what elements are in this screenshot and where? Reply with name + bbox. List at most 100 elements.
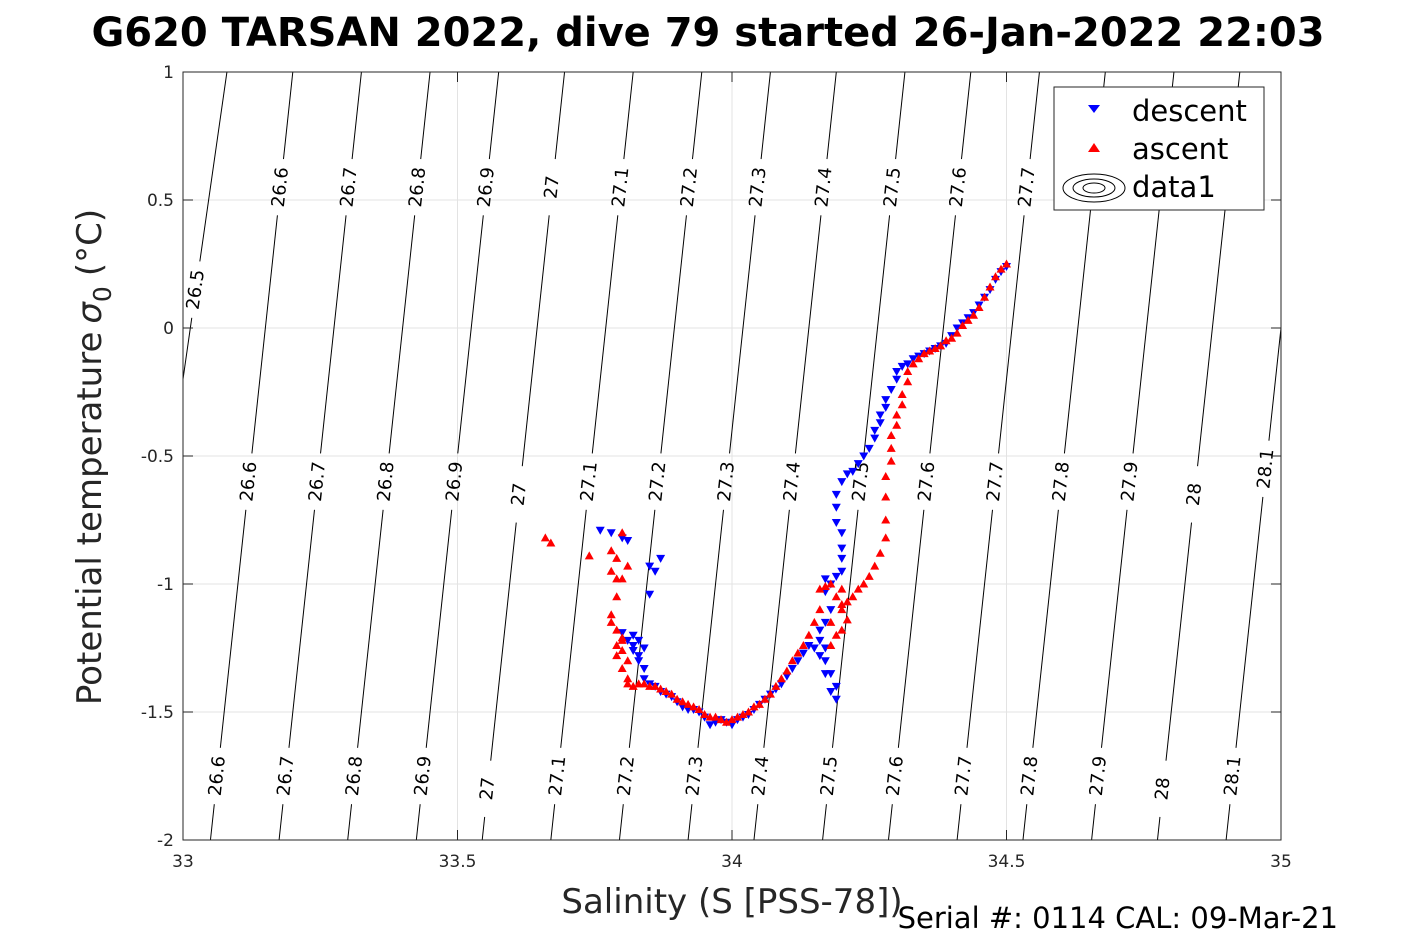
isopycnal-line bbox=[357, 509, 384, 748]
ascent-point bbox=[617, 646, 627, 655]
y-axis-label-symbol: σ bbox=[70, 301, 110, 324]
ascent-point bbox=[584, 551, 594, 560]
descent-point bbox=[837, 567, 847, 576]
descent-point bbox=[831, 490, 841, 499]
descent-point bbox=[892, 375, 902, 384]
descent-point bbox=[623, 636, 633, 645]
ascent-point bbox=[853, 584, 863, 593]
isopycnal-line bbox=[1225, 804, 1231, 840]
descent-point bbox=[820, 644, 830, 653]
isopycnal-label: 27 bbox=[476, 776, 499, 801]
descent-point bbox=[639, 675, 649, 684]
descent-point bbox=[886, 385, 896, 394]
descent-point bbox=[595, 526, 605, 535]
descent-point bbox=[809, 644, 819, 653]
y-tick-label: 1 bbox=[163, 63, 174, 83]
legend-ascent-label: ascent bbox=[1132, 132, 1228, 166]
isopycnal-line bbox=[560, 509, 587, 748]
isopycnal-line bbox=[1100, 509, 1128, 748]
ascent-point bbox=[628, 681, 638, 690]
isopycnal-line bbox=[831, 509, 859, 748]
isopycnal-line bbox=[763, 509, 790, 748]
isopycnal-line bbox=[1156, 816, 1161, 840]
descent-point bbox=[842, 470, 852, 479]
isopycnal-label: 27.8 bbox=[1049, 461, 1074, 503]
descent-point bbox=[727, 721, 737, 730]
descent-point bbox=[639, 644, 649, 653]
descent-point bbox=[645, 562, 655, 571]
isopycnal-line bbox=[691, 72, 703, 160]
ascent-point bbox=[941, 336, 951, 345]
ascent-point bbox=[958, 320, 968, 329]
descent-point bbox=[952, 324, 962, 333]
isopycnal-line bbox=[956, 804, 962, 840]
isopycnal-line bbox=[618, 804, 624, 840]
isopycnal-line bbox=[199, 72, 228, 262]
descent-point bbox=[864, 444, 874, 453]
ascent-point bbox=[782, 666, 792, 675]
descent-point bbox=[678, 703, 688, 712]
descent-point bbox=[820, 657, 830, 666]
ascent-point bbox=[634, 679, 644, 688]
ascent-point bbox=[996, 264, 1006, 273]
ascent-point bbox=[612, 651, 622, 660]
isopycnal-label: 27 bbox=[541, 175, 564, 200]
isopycnal-line bbox=[895, 72, 906, 160]
isopycnal-line bbox=[591, 215, 619, 454]
ascent-point bbox=[881, 492, 891, 501]
chart-title: G620 TARSAN 2022, dive 79 started 26-Jan… bbox=[91, 10, 1324, 56]
descent-point bbox=[634, 657, 644, 666]
legend-descent-label: descent bbox=[1132, 94, 1247, 128]
descent-point bbox=[656, 554, 666, 563]
ascent-point bbox=[722, 717, 732, 726]
isopycnal-line bbox=[219, 509, 247, 748]
ascent-point bbox=[689, 702, 699, 711]
isopycnal-label: 28 bbox=[1151, 776, 1174, 801]
isopycnal-label: 27.5 bbox=[880, 166, 905, 208]
descent-point bbox=[820, 670, 830, 679]
isopycnal-label: 27.3 bbox=[746, 166, 771, 208]
isopycnal-line bbox=[425, 509, 453, 748]
y-tick-label: -1 bbox=[157, 575, 174, 595]
isopycnal-label: 26.6 bbox=[236, 461, 261, 503]
ascent-point bbox=[936, 341, 946, 350]
ascent-point bbox=[963, 315, 973, 324]
descent-point bbox=[892, 368, 902, 377]
descent-point bbox=[870, 434, 880, 443]
descent-point bbox=[634, 636, 644, 645]
isopycnal-line bbox=[183, 317, 193, 383]
isopycnal-label: 27.5 bbox=[817, 755, 842, 797]
ascent-point bbox=[776, 674, 786, 683]
y-tick-label: -0.5 bbox=[141, 447, 174, 467]
isopycnal-line bbox=[1268, 323, 1281, 441]
isopycnal-line bbox=[554, 72, 566, 160]
descent-point bbox=[881, 396, 891, 405]
isopycnal-label: 26.8 bbox=[342, 755, 367, 797]
ascent-point bbox=[947, 333, 957, 342]
descent-point bbox=[683, 705, 693, 714]
descent-point bbox=[705, 721, 715, 730]
isopycnal-label: 26.8 bbox=[374, 461, 399, 503]
ascent-point bbox=[809, 617, 819, 626]
descent-point bbox=[831, 503, 841, 512]
y-axis-label-subscript: 0 bbox=[88, 286, 117, 302]
isopycnal-label: 26.8 bbox=[405, 166, 430, 208]
isopycnal-label: 27 bbox=[508, 482, 531, 507]
descent-point bbox=[639, 664, 649, 673]
ascent-point bbox=[897, 390, 907, 399]
ascent-point bbox=[623, 561, 633, 570]
descent-point bbox=[837, 529, 847, 538]
isopycnal-label: 27.9 bbox=[1086, 755, 1111, 797]
ascent-point bbox=[700, 710, 710, 719]
isopycnal-label: 27.1 bbox=[545, 755, 570, 797]
ascent-point bbox=[667, 689, 677, 698]
isopycnal-line bbox=[687, 804, 693, 840]
isopycnal-line bbox=[1032, 509, 1059, 748]
descent-point bbox=[826, 606, 836, 615]
isopycnal-label: 27.2 bbox=[614, 755, 639, 797]
ascent-point bbox=[837, 599, 847, 608]
ascent-point bbox=[612, 592, 622, 601]
isopycnal-label: 26.7 bbox=[336, 166, 361, 208]
ascent-point bbox=[842, 615, 852, 624]
